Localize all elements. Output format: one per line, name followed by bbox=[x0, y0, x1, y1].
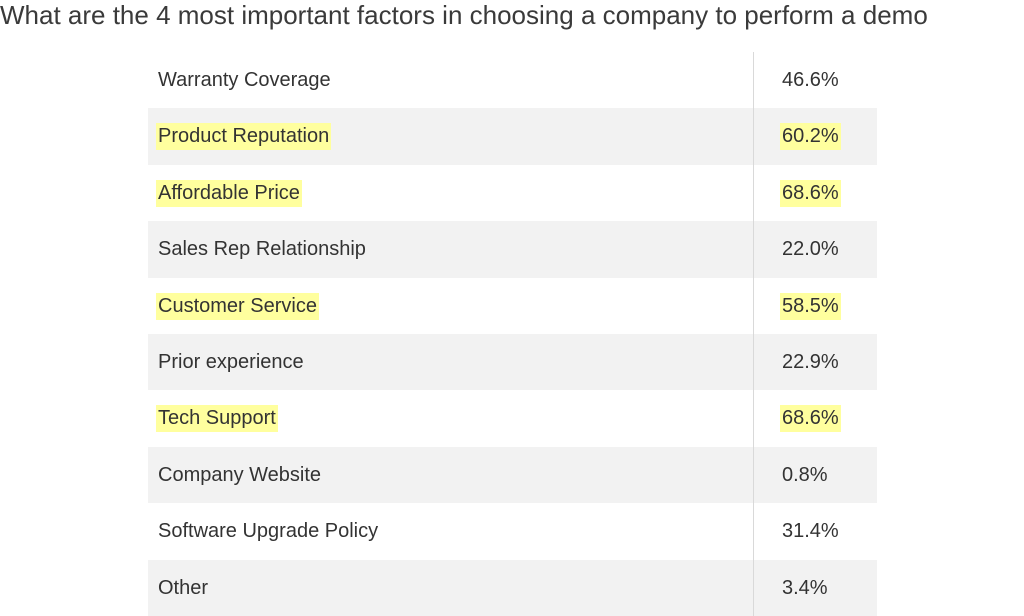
table-row: Affordable Price 68.6% bbox=[148, 164, 877, 222]
table-row: Tech Support 68.6% bbox=[148, 390, 877, 447]
factor-label: Company Website bbox=[158, 463, 322, 486]
factor-percentage: 0.8% bbox=[782, 463, 828, 486]
column-divider bbox=[753, 277, 754, 334]
factor-percentage: 68.6% bbox=[780, 179, 841, 207]
table-row: Other 3.4% bbox=[148, 559, 877, 616]
column-divider bbox=[753, 108, 754, 165]
factor-label: Tech Support bbox=[156, 405, 278, 433]
factor-percentage: 22.9% bbox=[782, 350, 839, 373]
table-row: Product Reputation 60.2% bbox=[148, 108, 877, 165]
factors-table: Warranty Coverage 46.6% Product Reputation… bbox=[148, 52, 877, 616]
factor-percentage: 46.6% bbox=[782, 69, 839, 91]
factor-label: Prior experience bbox=[158, 350, 304, 373]
table-row: Software Upgrade Policy 31.4% bbox=[148, 503, 877, 560]
factor-label: Other bbox=[158, 576, 209, 599]
column-divider bbox=[753, 333, 754, 391]
factor-percentage: 22.0% bbox=[782, 238, 839, 261]
column-divider bbox=[753, 52, 754, 109]
table-row: Customer Service 58.5% bbox=[148, 277, 877, 334]
table-row: Prior experience 22.9% bbox=[148, 333, 877, 391]
column-divider bbox=[753, 559, 754, 616]
chart-title: What are the 4 most important factors in… bbox=[0, 0, 928, 30]
factor-percentage: 3.4% bbox=[782, 576, 828, 599]
factor-label: Customer Service bbox=[156, 292, 319, 320]
column-divider bbox=[753, 164, 754, 222]
factor-percentage: 58.5% bbox=[780, 292, 841, 320]
factor-label: Sales Rep Relationship bbox=[158, 238, 366, 261]
table-row: Warranty Coverage 46.6% bbox=[148, 52, 877, 109]
table-row: Company Website 0.8% bbox=[148, 446, 877, 504]
column-divider bbox=[753, 446, 754, 504]
column-divider bbox=[753, 503, 754, 560]
factor-percentage: 31.4% bbox=[782, 520, 839, 543]
factor-label: Affordable Price bbox=[156, 179, 302, 207]
factor-percentage: 68.6% bbox=[780, 405, 841, 433]
table-row: Sales Rep Relationship 22.0% bbox=[148, 221, 877, 278]
factor-label: Warranty Coverage bbox=[158, 69, 331, 91]
factor-label: Software Upgrade Policy bbox=[158, 520, 379, 543]
factor-label: Product Reputation bbox=[156, 123, 332, 151]
column-divider bbox=[753, 221, 754, 278]
column-divider bbox=[753, 390, 754, 447]
factor-percentage: 60.2% bbox=[780, 123, 841, 151]
